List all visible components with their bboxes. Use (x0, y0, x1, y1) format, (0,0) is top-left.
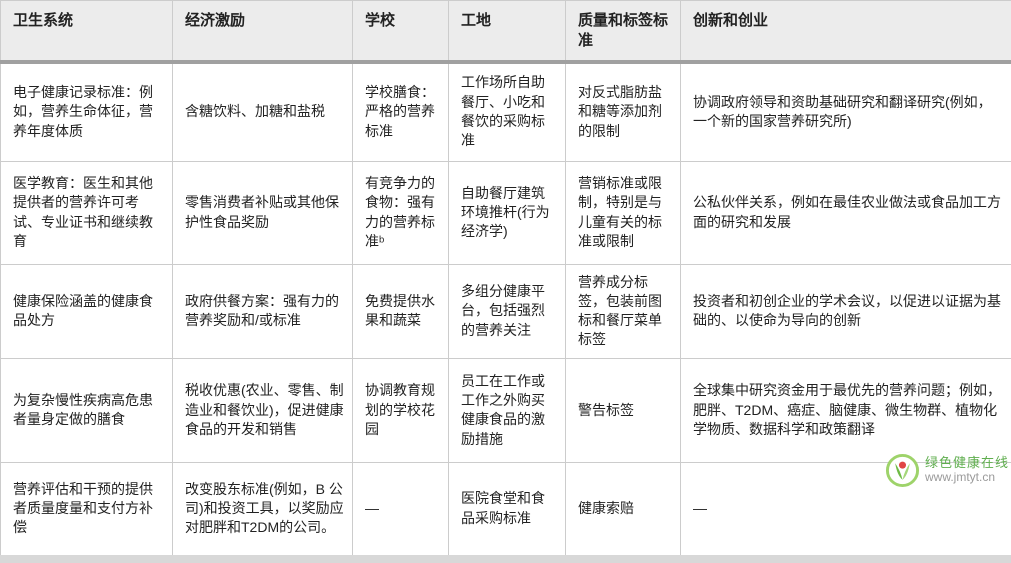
table-cell: 健康索赔 (566, 462, 681, 559)
column-header-worksites: 工地 (449, 1, 566, 62)
column-header-health-systems: 卫生系统 (1, 1, 173, 62)
table-cell: 对反式脂肪盐和糖等添加剂的限制 (566, 62, 681, 162)
table-cell: 员工在工作或工作之外购买健康食品的激励措施 (449, 358, 566, 462)
table-cell: 工作场所自助餐厅、小吃和餐饮的采购标准 (449, 62, 566, 162)
table-cell: 电子健康记录标准：例如，营养生命体征，营养年度体质 (1, 62, 173, 162)
table-row: 为复杂慢性疾病高危患者量身定做的膳食 税收优惠(农业、零售、制造业和餐饮业)，促… (1, 358, 1011, 462)
column-header-innovation-entrepreneurship: 创新和创业 (681, 1, 1011, 62)
table-cell: 自助餐厅建筑环境推杆(行为经济学) (449, 161, 566, 264)
table-cell: 投资者和初创企业的学术会议，以促进以证据为基础的、以使命为导向的创新 (681, 264, 1011, 358)
table-cell: 学校膳食：严格的营养标准 (353, 62, 449, 162)
site-logo-icon (885, 453, 920, 488)
column-header-quality-labeling-standards: 质量和标签标准 (566, 1, 681, 62)
table-row: 医学教育：医生和其他提供者的营养许可考试、专业证书和继续教育 零售消费者补贴或其… (1, 161, 1011, 264)
table-cell: — (353, 462, 449, 559)
header-row: 卫生系统 经济激励 学校 工地 质量和标签标准 创新和创业 (1, 1, 1011, 62)
table-cell: 健康保险涵盖的健康食品处方 (1, 264, 173, 358)
table-row: 电子健康记录标准：例如，营养生命体征，营养年度体质 含糖饮料、加糖和盐税 学校膳… (1, 62, 1011, 162)
table-cell: 营销标准或限制，特别是与儿童有关的标准或限制 (566, 161, 681, 264)
table-cell: 营养评估和干预的提供者质量度量和支付方补偿 (1, 462, 173, 559)
table-cell: 协调教育规划的学校花园 (353, 358, 449, 462)
table-cell: 零售消费者补贴或其他保护性食品奖励 (173, 161, 353, 264)
watermark: 绿色健康在线 www.jmtyt.cn (885, 453, 1009, 488)
table-row: 健康保险涵盖的健康食品处方 政府供餐方案：强有力的营养奖励和/或标准 免费提供水… (1, 264, 1011, 358)
page: 卫生系统 经济激励 学校 工地 质量和标签标准 创新和创业 电子健康记录标准：例… (0, 0, 1011, 490)
table-cell: 全球集中研究资金用于最优先的营养问题；例如，肥胖、T2DM、癌症、脑健康、微生物… (681, 358, 1011, 462)
table-cell: 为复杂慢性疾病高危患者量身定做的膳食 (1, 358, 173, 462)
table-header: 卫生系统 经济激励 学校 工地 质量和标签标准 创新和创业 (1, 1, 1011, 62)
table-cell: 改变股东标准(例如，B 公司)和投资工具，以奖励应对肥胖和T2DM的公司。 (173, 462, 353, 559)
table-cell: 含糖饮料、加糖和盐税 (173, 62, 353, 162)
table-cell: 医院食堂和食品采购标准 (449, 462, 566, 559)
table-cell: 警告标签 (566, 358, 681, 462)
watermark-text: 绿色健康在线 www.jmtyt.cn (925, 456, 1009, 485)
table-cell: 医学教育：医生和其他提供者的营养许可考试、专业证书和继续教育 (1, 161, 173, 264)
table-cell: 政府供餐方案：强有力的营养奖励和/或标准 (173, 264, 353, 358)
table-row: 营养评估和干预的提供者质量度量和支付方补偿 改变股东标准(例如，B 公司)和投资… (1, 462, 1011, 559)
table-cell: 营养成分标签，包装前图标和餐厅菜单标签 (566, 264, 681, 358)
table-cell: 多组分健康平台，包括强烈的营养关注 (449, 264, 566, 358)
table-cell: 免费提供水果和蔬菜 (353, 264, 449, 358)
column-header-schools: 学校 (353, 1, 449, 62)
watermark-site-name: 绿色健康在线 (925, 456, 1009, 471)
table-cell: 协调政府领导和资助基础研究和翻译研究(例如，一个新的国家营养研究所) (681, 62, 1011, 162)
column-header-economic-incentives: 经济激励 (173, 1, 353, 62)
watermark-site-url: www.jmtyt.cn (925, 471, 1009, 485)
table-cell: 税收优惠(农业、零售、制造业和餐饮业)，促进健康食品的开发和销售 (173, 358, 353, 462)
table-cell: 公私伙伴关系，例如在最佳农业做法或食品加工方面的研究和发展 (681, 161, 1011, 264)
table-body: 电子健康记录标准：例如，营养生命体征，营养年度体质 含糖饮料、加糖和盐税 学校膳… (1, 62, 1011, 559)
table-cell: 有竞争力的食物：强有力的营养标准ᵇ (353, 161, 449, 264)
